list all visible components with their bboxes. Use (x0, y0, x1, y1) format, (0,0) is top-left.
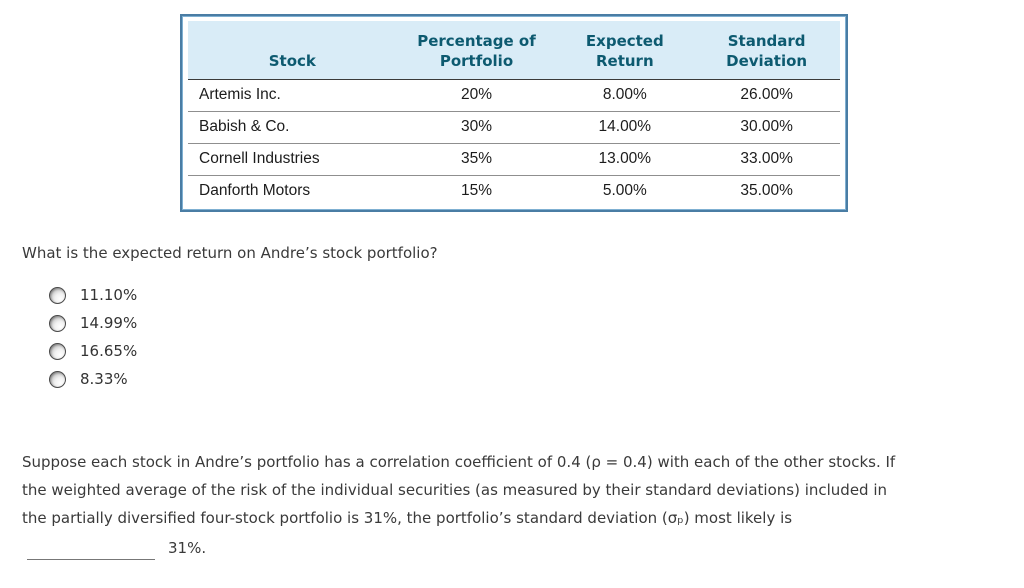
cell-standard-deviation: 33.00% (693, 143, 840, 176)
radio-button-icon[interactable] (49, 342, 66, 360)
fill-in-blank-line: 31%. (22, 532, 1017, 560)
option-label: 16.65% (80, 342, 138, 360)
cell-stock: Cornell Industries (188, 143, 397, 176)
table-row: Artemis Inc. 20% 8.00% 26.00% (188, 79, 840, 112)
cell-standard-deviation: 35.00% (740, 181, 793, 199)
paragraph-line: Suppose each stock in Andre’s portfolio … (22, 453, 896, 471)
col-header-expected-return: Expected Return (556, 21, 694, 80)
cell-percentage: 20% (396, 79, 557, 112)
option-label: 14.99% (80, 314, 138, 332)
table-row: Danforth Motors 15% 5.00% 35.00% (188, 175, 840, 207)
cell-percentage: 15% (460, 181, 492, 199)
radio-button-icon[interactable] (49, 370, 66, 388)
radio-button-icon[interactable] (49, 286, 66, 304)
question-expected-return: What is the expected return on Andre’s s… (22, 244, 438, 262)
answer-options-list: 11.10% 14.99% 16.65% 8.33% (49, 286, 137, 398)
col-header-standard-deviation: Standard Deviation (693, 21, 840, 80)
paragraph-line: the weighted average of the risk of the … (22, 481, 888, 499)
option-label: 11.10% (80, 286, 138, 304)
col-header-percentage-of-portfolio: Percentage of Portfolio (396, 21, 557, 80)
cell-stock: Artemis Inc. (188, 79, 397, 112)
cell-standard-deviation: 26.00% (693, 79, 840, 112)
radio-option[interactable]: 8.33% (49, 370, 137, 388)
table-row: Babish & Co. 30% 14.00% 30.00% (188, 111, 840, 144)
answer-blank-dropdown[interactable] (27, 539, 155, 560)
cell-expected-return: 14.00% (556, 111, 694, 144)
cell-stock: Danforth Motors (199, 181, 311, 199)
table-row: Cornell Industries 35% 13.00% 33.00% (188, 143, 840, 176)
table-header-row: Stock Percentage of Portfolio Expected R… (188, 21, 840, 80)
stock-data-table: Stock Percentage of Portfolio Expected R… (188, 21, 840, 207)
cell-expected-return: 5.00% (602, 181, 647, 199)
cell-standard-deviation: 30.00% (693, 111, 840, 144)
cell-percentage: 35% (396, 143, 557, 176)
radio-option[interactable]: 14.99% (49, 314, 137, 332)
cell-expected-return: 8.00% (556, 79, 694, 112)
col-header-stock: Stock (188, 21, 397, 80)
question-standard-deviation: Suppose each stock in Andre’s portfolio … (22, 448, 1017, 560)
option-label: 8.33% (80, 370, 128, 388)
cell-expected-return: 13.00% (556, 143, 694, 176)
cell-stock: Babish & Co. (188, 111, 397, 144)
radio-button-icon[interactable] (49, 314, 66, 332)
blank-suffix-text: 31%. (168, 539, 207, 557)
radio-option[interactable]: 11.10% (49, 286, 137, 304)
radio-option[interactable]: 16.65% (49, 342, 137, 360)
portfolio-table: Stock Percentage of Portfolio Expected R… (180, 14, 848, 212)
paragraph-line: the partially diversified four-stock por… (22, 509, 793, 527)
cell-percentage: 30% (396, 111, 557, 144)
